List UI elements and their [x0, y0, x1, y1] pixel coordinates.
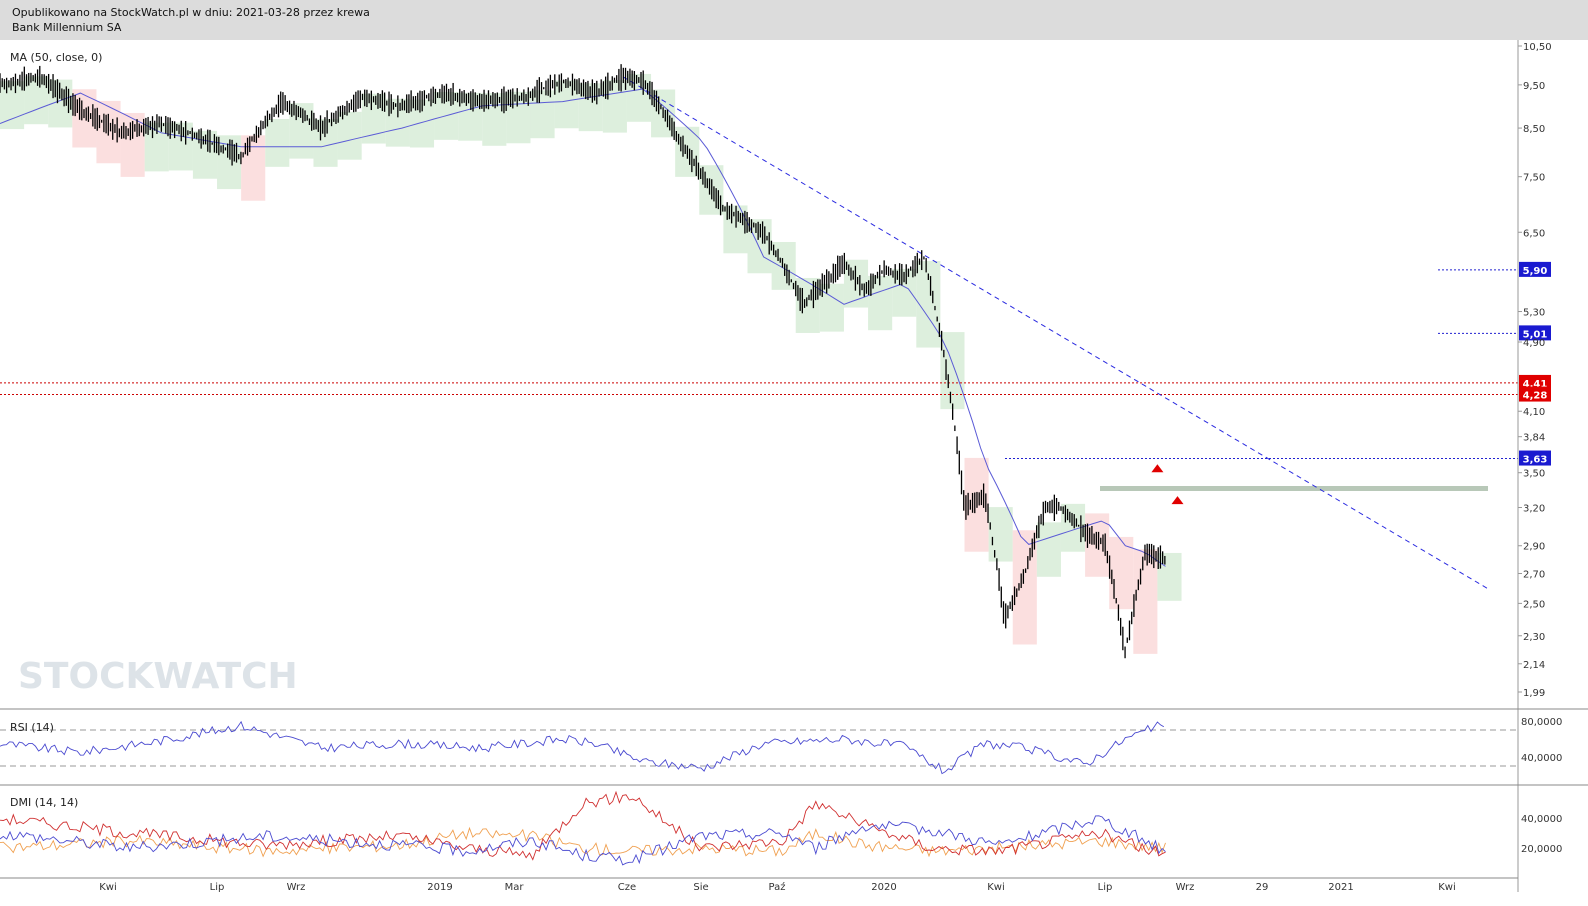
rsi-tick-label: 80,0000 — [1521, 717, 1562, 728]
level-tag-label: 4,41 — [1523, 379, 1548, 390]
level-tag — [1519, 386, 1551, 402]
moving-average — [0, 88, 1166, 567]
y-tick-label: 4,10 — [1523, 407, 1545, 418]
cloud-band — [1157, 552, 1182, 601]
level-tag — [1519, 374, 1551, 390]
y-tick-label: 2,90 — [1523, 542, 1545, 553]
dmi-panel — [0, 790, 1166, 866]
y-tick-label: 8,50 — [1523, 124, 1545, 135]
axis-tick-labels: 10,50 9,50 8,50 7,50 6,50 5,30 4,90 4,10 3,84 3,5… — [99, 42, 1562, 893]
y-tick-label: 3,20 — [1523, 504, 1545, 515]
x-tick-label: Wrz — [287, 882, 306, 893]
y-tick-label: 10,50 — [1523, 42, 1552, 53]
x-tick-label: Paź — [769, 881, 786, 893]
level-tag-label: 5,90 — [1523, 266, 1548, 277]
x-tick-label: Lip — [1098, 882, 1113, 893]
y-tick-label: 2,50 — [1523, 599, 1545, 610]
level-tag — [1519, 261, 1551, 277]
axes — [0, 40, 1588, 892]
ma-indicator-label: MA (50, close, 0) — [10, 51, 102, 64]
arrow-markers — [1151, 464, 1184, 505]
y-tick-label: 9,50 — [1523, 81, 1545, 92]
y-tick-label: 2,70 — [1523, 569, 1545, 580]
dmi-line-dmi_minus — [0, 790, 1166, 861]
cloud-band — [819, 283, 844, 332]
publication-info: Opublikowano na StockWatch.pl w dniu: 20… — [12, 6, 370, 19]
rsi-panel — [0, 720, 1518, 775]
ma-line — [0, 88, 1166, 567]
cloud-band — [289, 103, 314, 159]
x-tick-label: Cze — [618, 882, 636, 893]
x-tick-label: Wrz — [1176, 882, 1195, 893]
y-tick-label: 6,50 — [1523, 228, 1545, 239]
y-tick-label: 3,84 — [1523, 433, 1545, 444]
dmi-line-dmi_plus — [0, 826, 1166, 858]
dmi-tick-label: 40,0000 — [1521, 814, 1562, 825]
watermark: STOCKWATCH — [18, 656, 298, 697]
dmi-line-adx — [0, 815, 1166, 866]
cloud-band — [265, 118, 290, 167]
x-tick-label: 2019 — [427, 882, 452, 893]
dmi-indicator-label: DMI (14, 14) — [10, 796, 78, 809]
cloud-band — [1036, 522, 1061, 577]
rsi-line — [0, 720, 1165, 775]
level-tag-label: 3,63 — [1523, 455, 1548, 466]
rsi-indicator-label: RSI (14) — [10, 721, 54, 734]
horizontal-levels: 5,90 5,01 4,414,28 3,63 — [0, 261, 1551, 492]
rsi-tick-label: 40,0000 — [1521, 753, 1562, 764]
x-tick-label: Kwi — [99, 882, 117, 893]
x-tick-label: Kwi — [987, 882, 1005, 893]
x-tick-label: Mar — [505, 882, 525, 893]
dmi-tick-label: 20,0000 — [1521, 844, 1562, 855]
level-tag-label: 5,01 — [1523, 329, 1548, 340]
x-tick-label: 2020 — [871, 882, 896, 893]
up-arrow-marker — [1171, 496, 1184, 505]
cloud-band — [1109, 536, 1134, 610]
x-tick-label: Sie — [693, 882, 708, 893]
price-series — [0, 64, 1166, 659]
level-tag — [1519, 450, 1551, 466]
cloud-band — [337, 111, 362, 160]
y-tick-label: 4,90 — [1523, 338, 1545, 349]
level-tag — [1519, 325, 1551, 341]
chart-header: Opublikowano na StockWatch.pl w dniu: 20… — [0, 0, 1588, 40]
x-tick-label: 2021 — [1328, 882, 1353, 893]
cloud-band — [1012, 530, 1037, 645]
y-tick-label: 5,30 — [1523, 308, 1545, 319]
x-tick-label: Kwi — [1438, 882, 1456, 893]
x-tick-label: Lip — [210, 882, 225, 893]
y-tick-label: 1,99 — [1523, 688, 1545, 699]
y-tick-label: 3,50 — [1523, 469, 1545, 480]
y-tick-label: 7,50 — [1523, 173, 1545, 184]
cloud-band — [602, 79, 627, 133]
instrument-name: Bank Millennium SA — [12, 21, 122, 34]
cloud-band — [530, 90, 555, 139]
y-tick-label: 2,30 — [1523, 632, 1545, 643]
level-tag-label: 4,28 — [1523, 391, 1548, 402]
y-tick-label: 2,14 — [1523, 660, 1545, 671]
up-arrow-marker — [1151, 464, 1164, 473]
x-tick-label: 29 — [1256, 882, 1269, 893]
cloud-band — [771, 242, 796, 290]
cloud-band — [988, 507, 1013, 562]
